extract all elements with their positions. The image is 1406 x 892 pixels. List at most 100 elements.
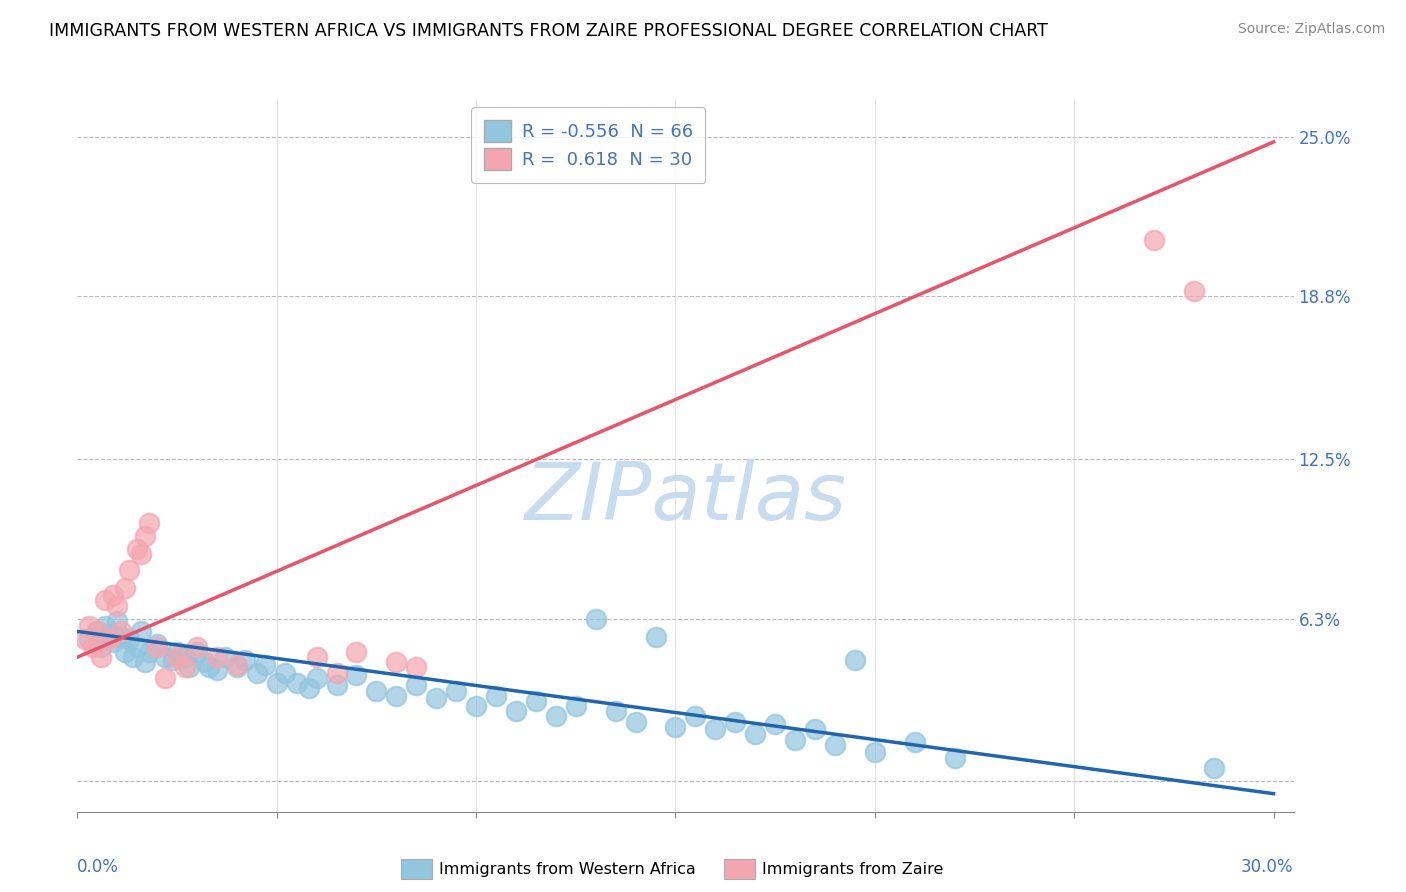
Point [118,632,141,646]
Point [138,645,160,659]
Text: ZIPatlas: ZIPatlas [524,458,846,537]
Point [186,640,208,654]
Point [405,678,427,692]
Point [544,709,567,723]
Point [605,704,627,718]
Point [94,593,117,607]
Point [127,640,149,654]
Point [325,665,347,680]
Point [174,650,197,665]
Point [129,624,152,639]
Point [205,650,228,665]
Point [153,650,176,665]
Point [134,529,156,543]
Point [114,645,136,659]
Point [285,676,308,690]
Point [904,735,927,749]
Point [174,660,197,674]
Point [465,699,488,714]
Point [90,650,112,665]
Text: 30.0%: 30.0% [1241,858,1294,876]
Point [246,665,269,680]
Point [783,732,806,747]
Point [110,630,132,644]
Point [1202,761,1225,775]
Point [485,689,508,703]
Point [98,627,121,641]
Point [127,541,149,556]
Point [724,714,747,729]
Point [1182,285,1205,299]
Point [804,723,827,737]
Text: Source: ZipAtlas.com: Source: ZipAtlas.com [1237,22,1385,37]
Point [134,655,156,669]
Point [744,727,766,741]
Point [146,640,169,654]
Point [198,660,221,674]
Point [505,704,527,718]
Legend: R = -0.556  N = 66, R =  0.618  N = 30: R = -0.556 N = 66, R = 0.618 N = 30 [471,107,706,183]
Point [624,714,647,729]
Point [129,547,152,561]
Point [524,694,547,708]
Point [79,632,101,646]
Point [186,645,208,659]
Point [79,619,101,633]
Point [177,660,200,674]
Point [325,678,347,692]
Text: Immigrants from Western Africa: Immigrants from Western Africa [439,863,696,877]
Point [266,676,288,690]
Point [205,663,228,677]
Point [685,709,707,723]
Point [90,640,112,654]
Point [194,655,217,669]
Point [105,599,128,613]
Text: Immigrants from Zaire: Immigrants from Zaire [762,863,943,877]
Point [1143,233,1166,247]
Point [86,624,108,639]
Text: 0.0%: 0.0% [77,858,120,876]
Point [225,657,247,672]
Point [346,645,368,659]
Point [763,717,786,731]
Point [444,683,467,698]
Point [138,516,160,531]
Point [166,650,188,665]
Point [943,750,966,764]
Point [166,645,188,659]
Point [214,650,236,665]
Point [644,630,666,644]
Point [305,671,328,685]
Point [162,653,184,667]
Point [153,671,176,685]
Point [704,723,727,737]
Point [225,660,247,674]
Point [233,653,256,667]
Point [664,720,686,734]
Point [385,655,408,669]
Point [122,650,145,665]
Point [405,660,427,674]
Point [103,588,125,602]
Point [824,738,846,752]
Point [844,653,866,667]
Point [305,650,328,665]
Point [585,611,607,625]
Text: IMMIGRANTS FROM WESTERN AFRICA VS IMMIGRANTS FROM ZAIRE PROFESSIONAL DEGREE CORR: IMMIGRANTS FROM WESTERN AFRICA VS IMMIGR… [49,22,1047,40]
Point [110,624,132,639]
Point [273,665,295,680]
Point [105,614,128,628]
Point [346,668,368,682]
Point [863,746,886,760]
Point [366,683,388,698]
Point [94,619,117,633]
Point [253,657,276,672]
Point [425,691,447,706]
Point [146,637,169,651]
Point [98,632,121,646]
Point [103,634,125,648]
Point [82,640,104,654]
Point [114,581,136,595]
Point [75,632,97,646]
Point [297,681,319,695]
